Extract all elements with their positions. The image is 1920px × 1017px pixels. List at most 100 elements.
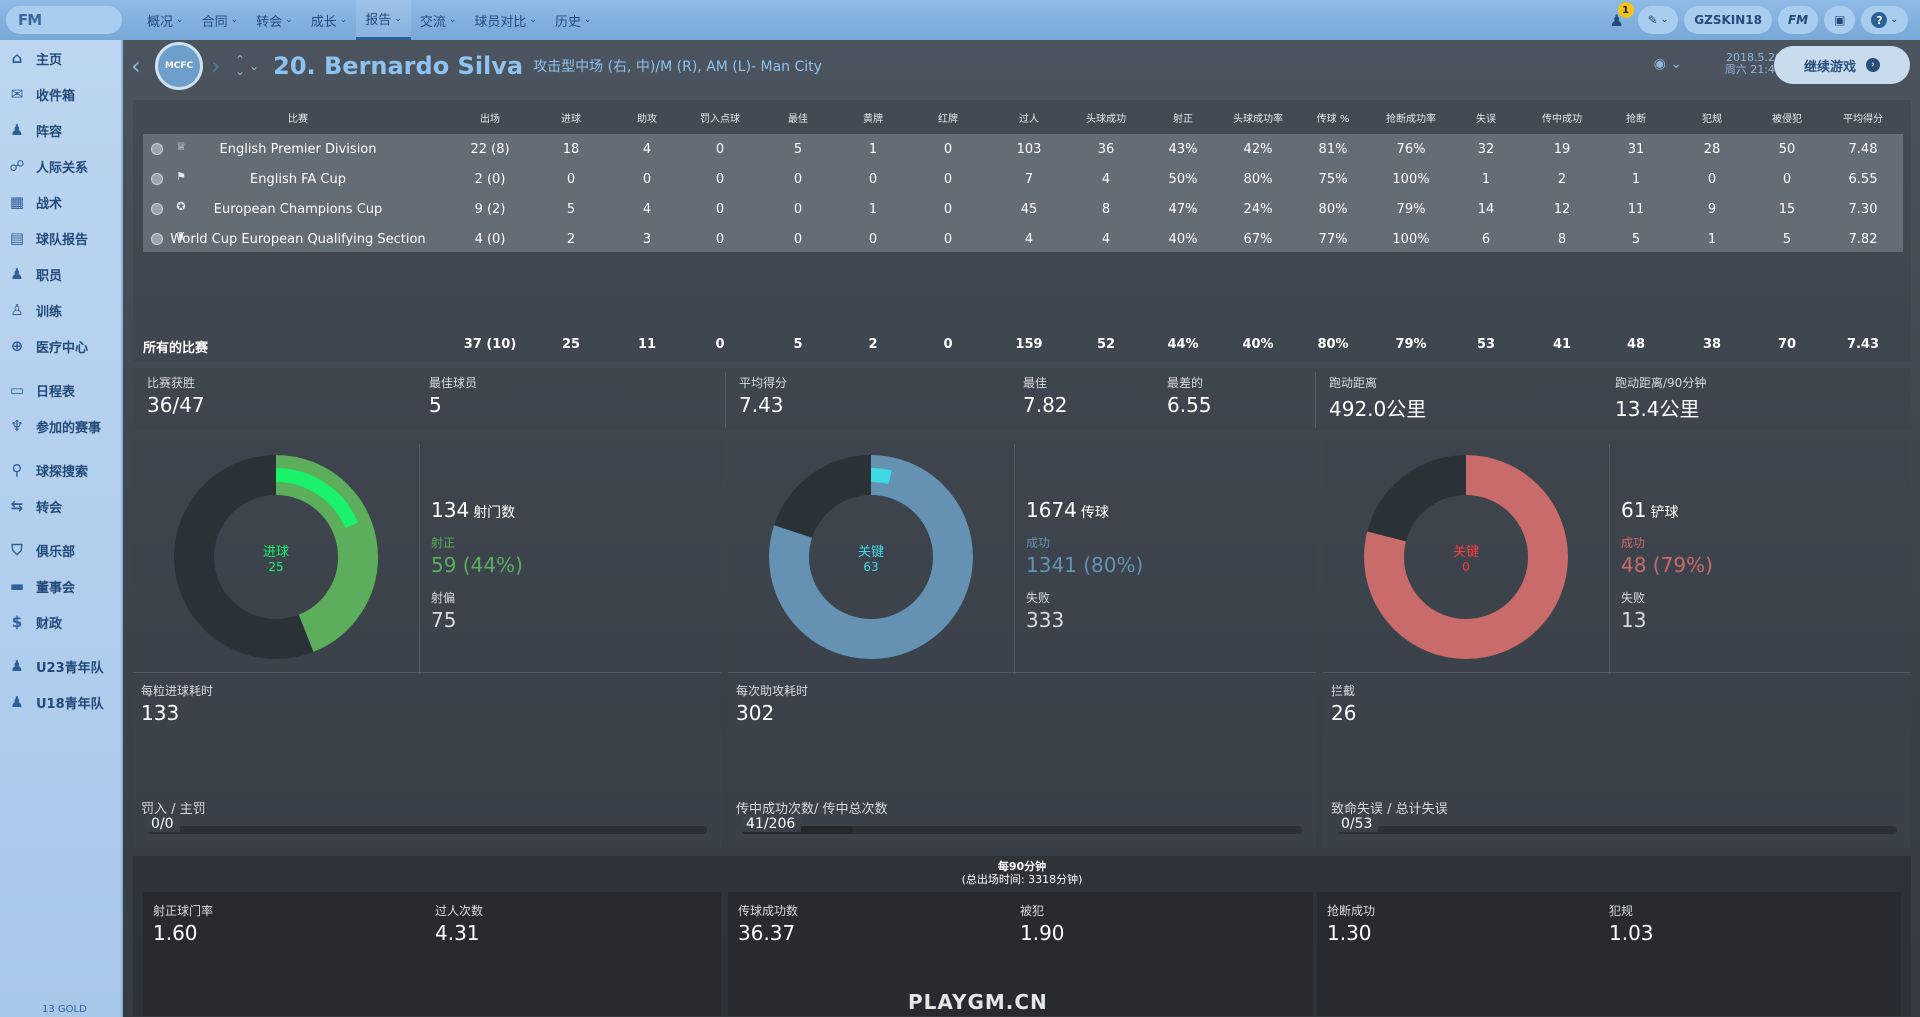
- column-header[interactable]: 被侵犯: [1772, 114, 1802, 125]
- shots-donut: 进球 25: [173, 454, 379, 660]
- sidebar-item-u23[interactable]: ♟ U23青年队: [0, 648, 121, 684]
- sidebar-item-training[interactable]: ♙ 训练: [0, 292, 121, 328]
- globe-icon[interactable]: ◉ ⌄: [1653, 56, 1682, 72]
- sidebar-item-transfers[interactable]: ⇆ 转会: [0, 488, 121, 524]
- sidebar-item-finances[interactable]: $ 财政: [0, 604, 121, 640]
- table-cell: 103: [1016, 142, 1042, 157]
- player-dropdown-icon[interactable]: ⌄: [249, 59, 260, 73]
- sidebar-item-club[interactable]: ⛉ 俱乐部: [0, 532, 121, 568]
- wins-stat: 比赛获胜 36/47: [147, 374, 205, 417]
- menu-reports[interactable]: 报告 ⌄: [356, 0, 411, 40]
- menu-interaction[interactable]: 交流 ⌄: [411, 0, 466, 40]
- column-header[interactable]: 传球 %: [1316, 114, 1350, 125]
- team-icon: ♟: [10, 693, 24, 711]
- sidebar-item-label: 财政: [36, 616, 63, 632]
- sidebar-item-schedule[interactable]: ▭ 日程表: [0, 372, 121, 408]
- table-cell: 100%: [1392, 172, 1430, 187]
- sidebar-item-inbox[interactable]: ✉ 收件箱: [0, 76, 121, 112]
- board-icon: ▬: [9, 577, 25, 595]
- competition-name[interactable]: English Premier Division: [219, 142, 377, 157]
- table-cell: 18: [562, 142, 580, 157]
- continue-button[interactable]: 继续游戏 ›: [1774, 46, 1910, 84]
- stat-label: 犯规: [1609, 904, 1634, 918]
- competition-name[interactable]: English FA Cup: [250, 172, 346, 187]
- table-row[interactable]: ✪ European Champions Cup 9 (2) 5 4 0 0 1 0 45 8 47%…: [143, 194, 1903, 224]
- table-row[interactable]: ♕ English Premier Division 22 (8) 18 4 0 5 1 0 10…: [143, 134, 1903, 164]
- notification-button[interactable]: ♟ 1: [1602, 2, 1634, 34]
- column-header[interactable]: 失误: [1476, 114, 1496, 125]
- menu-compare[interactable]: 球员对比 ⌄: [465, 0, 546, 40]
- totals-label: 所有的比赛: [143, 341, 209, 356]
- screen-button[interactable]: ▣: [1824, 6, 1856, 34]
- per90-stat: 射正球门率 1.60: [153, 902, 213, 945]
- column-header[interactable]: 进球: [561, 114, 581, 125]
- competition-name[interactable]: European Champions Cup: [213, 202, 383, 217]
- table-row[interactable]: ⚑ English FA Cup 2 (0) 0 0 0 0 0 0 7 4 50% 80% 75% 100…: [143, 164, 1903, 194]
- edit-dropdown-button[interactable]: ✎ ⌄: [1637, 6, 1679, 34]
- menu-history[interactable]: 历史 ⌄: [546, 0, 601, 40]
- sidebar-item-board[interactable]: ▬ 董事会: [0, 568, 121, 604]
- menu-label: 转会: [256, 14, 283, 30]
- column-header[interactable]: 抢断成功率: [1386, 114, 1436, 125]
- chevron-down-icon[interactable]: ⌄: [235, 64, 246, 78]
- column-header[interactable]: 抢断: [1626, 114, 1646, 125]
- top-right-controls: ♟ 1 ✎ ⌄ GZSKIN18 FM ▣ ? ⌄: [1602, 2, 1908, 34]
- forward-arrow-icon[interactable]: ›: [211, 52, 221, 80]
- competition-name[interactable]: World Cup European Qualifying Section: [170, 232, 426, 247]
- total-cell: 25: [561, 337, 581, 352]
- goals-arc: [187, 468, 365, 646]
- training-icon: ♙: [10, 301, 24, 319]
- column-header[interactable]: 助攻: [637, 114, 657, 125]
- stat-label: 最佳: [1023, 376, 1048, 390]
- column-header[interactable]: 罚入点球: [700, 114, 740, 125]
- sidebar-item-home[interactable]: ⌂ 主页: [0, 40, 121, 76]
- total-tackles: 61 铲球: [1621, 498, 1713, 522]
- sidebar-item-tactics[interactable]: ▦ 战术: [0, 184, 121, 220]
- menu-development[interactable]: 成长 ⌄: [302, 0, 357, 40]
- column-header[interactable]: 红牌: [938, 114, 958, 125]
- competition-logo-icon: ⚑: [176, 170, 186, 183]
- back-arrow-icon[interactable]: ‹: [131, 52, 141, 80]
- sidebar-item-u18[interactable]: ♟ U18青年队: [0, 684, 121, 720]
- errors-stat: 致命失误 / 总计失误 0/53: [1331, 798, 1903, 834]
- column-header[interactable]: 比赛: [288, 114, 308, 125]
- sidebar-item-competitions[interactable]: ♆ 参加的赛事: [0, 408, 121, 444]
- column-header[interactable]: 传中成功: [1542, 114, 1582, 125]
- column-header[interactable]: 头球成功率: [1233, 114, 1283, 125]
- column-header[interactable]: 黄牌: [863, 114, 883, 125]
- column-header[interactable]: 出场: [480, 114, 500, 125]
- menu-transfer[interactable]: 转会 ⌄: [247, 0, 302, 40]
- fm-logo-button[interactable]: FM: [6, 6, 122, 34]
- table-cell: 36: [1097, 142, 1115, 157]
- sidebar-item-scouting[interactable]: ⚲ 球探搜索: [0, 452, 121, 488]
- column-header[interactable]: 最佳: [788, 114, 808, 125]
- user-profile-button[interactable]: GZSKIN18: [1684, 6, 1772, 34]
- search-icon: ⚲: [11, 461, 23, 479]
- menu-label: 球员对比: [474, 14, 527, 30]
- table-cell: 2 (0): [474, 172, 506, 187]
- column-header[interactable]: 过人: [1019, 114, 1039, 125]
- table-row[interactable]: ♜ World Cup European Qualifying Section 4 …: [143, 224, 1903, 254]
- sidebar-item-team-report[interactable]: ▤ 球队报告: [0, 220, 121, 256]
- column-header[interactable]: 平均得分: [1843, 114, 1883, 125]
- table-cell: 19: [1553, 142, 1571, 157]
- transfer-icon: ⇆: [10, 497, 24, 515]
- fm-menu-button[interactable]: FM: [1777, 6, 1819, 34]
- table-cell: 0: [868, 172, 878, 187]
- stat-label: 抢断成功: [1327, 904, 1376, 918]
- sidebar-item-label: U23青年队: [36, 660, 104, 676]
- chevron-up-icon[interactable]: ⌃: [235, 53, 246, 67]
- sidebar-item-medical[interactable]: ⊕ 医疗中心: [0, 328, 121, 364]
- column-header[interactable]: 头球成功: [1086, 114, 1126, 125]
- sidebar-item-staff[interactable]: ♟ 职员: [0, 256, 121, 292]
- sidebar-item-relations[interactable]: ☍ 人际关系: [0, 148, 121, 184]
- help-button[interactable]: ? ⌄: [1861, 6, 1908, 34]
- column-header[interactable]: 犯规: [1702, 114, 1722, 125]
- menu-contract[interactable]: 合同 ⌄: [193, 0, 248, 40]
- column-header[interactable]: 射正: [1173, 114, 1193, 125]
- player-navigation[interactable]: ⌃ ⌄: [235, 53, 246, 78]
- sidebar-item-squad[interactable]: ♟ 阵容: [0, 112, 121, 148]
- menu-overview[interactable]: 概况 ⌄: [138, 0, 193, 40]
- per90-group-passing: 传球成功数 36.37 被犯 1.90: [728, 892, 1313, 1016]
- club-badge[interactable]: MCFC: [155, 42, 203, 90]
